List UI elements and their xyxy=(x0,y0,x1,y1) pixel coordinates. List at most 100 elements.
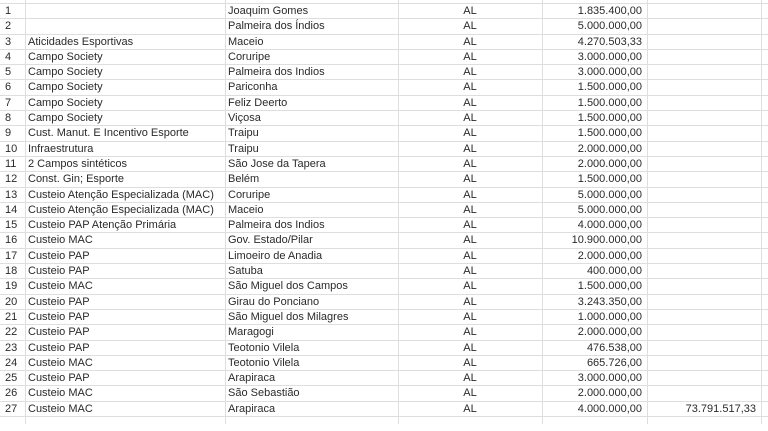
cell-value[interactable]: 2.000.000,00 xyxy=(577,326,642,339)
cell-number[interactable]: 3 xyxy=(5,35,12,48)
cell-state[interactable]: AL xyxy=(463,142,477,155)
cell-total[interactable] xyxy=(647,4,761,18)
cell-description[interactable]: Custeio MAC xyxy=(28,387,93,400)
cell-description[interactable]: Custeio MAC xyxy=(28,280,93,293)
cell-state[interactable]: AL xyxy=(463,5,477,17)
cell-city[interactable]: Feliz Deerto xyxy=(228,96,288,109)
cell-description[interactable] xyxy=(25,4,225,18)
cell-value[interactable]: 2.000.000,00 xyxy=(577,249,642,262)
cell-value[interactable]: 1.500.000,00 xyxy=(577,112,642,125)
cell-value[interactable]: 3.000.000,00 xyxy=(577,372,642,385)
cell-state[interactable]: AL xyxy=(463,402,477,415)
cell-total[interactable] xyxy=(647,279,761,293)
cell-number[interactable]: 14 xyxy=(5,203,18,216)
cell-value[interactable]: 2.000.000,00 xyxy=(577,142,642,155)
cell-state[interactable]: AL xyxy=(463,96,477,109)
cell-description[interactable]: Infraestrutura xyxy=(28,142,94,155)
cell-value[interactable]: 400.000,00 xyxy=(586,265,642,278)
cell-city[interactable]: Belém xyxy=(228,173,260,186)
cell-state[interactable]: AL xyxy=(463,234,477,247)
cell-total[interactable] xyxy=(647,386,761,400)
cell-description[interactable]: Custeio MAC xyxy=(28,234,93,247)
cell-value[interactable]: 1.835.400,00 xyxy=(577,5,642,17)
cell-city[interactable]: Gov. Estado/Pilar xyxy=(228,234,313,247)
cell-description[interactable]: Custeio MAC xyxy=(28,356,93,369)
cell-city[interactable]: Limoeiro de Anadia xyxy=(228,249,323,262)
cell-description[interactable]: Const. Gin; Esporte xyxy=(28,173,124,186)
cell-number[interactable]: 4 xyxy=(5,50,12,63)
cell-total[interactable] xyxy=(647,203,761,217)
cell-description[interactable]: Cust. Manut. E Incentivo Esporte xyxy=(28,127,189,140)
cell-total[interactable] xyxy=(647,96,761,110)
cell-state[interactable]: AL xyxy=(463,66,477,79)
cell-number[interactable]: 6 xyxy=(5,81,12,94)
cell-number[interactable]: 10 xyxy=(5,142,18,155)
cell-value[interactable]: 665.726,00 xyxy=(586,356,642,369)
cell-value[interactable]: 476.538,00 xyxy=(586,341,642,354)
cell-city[interactable]: Traipu xyxy=(228,127,259,140)
cell-total[interactable] xyxy=(647,50,761,64)
cell-city[interactable]: Satuba xyxy=(228,265,263,278)
cell-total[interactable] xyxy=(647,19,761,33)
cell-state[interactable]: AL xyxy=(463,341,477,354)
cell-state[interactable]: AL xyxy=(463,295,477,308)
cell-description[interactable]: Custeio PAP xyxy=(28,295,90,308)
cell-number[interactable]: 1 xyxy=(5,5,12,17)
cell-city[interactable]: Palmeira dos Índios xyxy=(228,20,325,33)
cell-description[interactable]: Custeio PAP xyxy=(28,265,90,278)
cell-total[interactable] xyxy=(647,233,761,247)
cell-total[interactable] xyxy=(647,188,761,202)
cell-total[interactable] xyxy=(647,341,761,355)
cell-number[interactable]: 13 xyxy=(5,188,18,201)
cell-city[interactable]: Coruripe xyxy=(228,188,271,201)
cell-description[interactable]: Custeio Atenção Especializada (MAC) xyxy=(28,203,214,216)
cell-state[interactable]: AL xyxy=(463,310,477,323)
cell-value[interactable]: 10.900.000,00 xyxy=(571,234,642,247)
cell-value[interactable]: 1.500.000,00 xyxy=(577,127,642,140)
cell-value[interactable]: 1.500.000,00 xyxy=(577,173,642,186)
cell-state[interactable]: AL xyxy=(463,372,477,385)
cell-city[interactable]: São Sebastião xyxy=(228,387,300,400)
cell-state[interactable]: AL xyxy=(463,20,477,33)
cell-number[interactable]: 17 xyxy=(5,249,18,262)
cell-number[interactable]: 22 xyxy=(5,326,18,339)
cell-city[interactable]: Maceio xyxy=(228,35,264,48)
cell-city[interactable]: Traipu xyxy=(228,142,259,155)
cell-number[interactable]: 26 xyxy=(5,387,18,400)
cell-city[interactable]: Palmeira dos Indios xyxy=(228,66,325,79)
cell-description[interactable]: Custeio MAC xyxy=(28,402,93,415)
cell-total[interactable] xyxy=(647,295,761,309)
cell-value[interactable]: 5.000.000,00 xyxy=(577,20,642,33)
cell-number[interactable]: 19 xyxy=(5,280,18,293)
cell-description[interactable]: Custeio PAP xyxy=(28,372,90,385)
cell-city[interactable]: Palmeira dos Indios xyxy=(228,219,325,232)
cell-city[interactable]: São Jose da Tapera xyxy=(228,157,326,170)
cell-description[interactable]: 2 Campos sintéticos xyxy=(28,157,128,170)
cell-city[interactable]: Girau do Ponciano xyxy=(228,295,320,308)
cell-state[interactable]: AL xyxy=(463,127,477,140)
cell-description[interactable]: Campo Society xyxy=(28,50,103,63)
cell-city[interactable]: Teotonio Vilela xyxy=(228,356,300,369)
cell-state[interactable]: AL xyxy=(463,219,477,232)
cell-state[interactable]: AL xyxy=(463,188,477,201)
cell-city[interactable]: Joaquim Gomes xyxy=(228,5,309,17)
cell-city[interactable]: Coruripe xyxy=(228,50,271,63)
cell-number[interactable]: 7 xyxy=(5,96,12,109)
cell-total[interactable] xyxy=(647,111,761,125)
cell-state[interactable]: AL xyxy=(463,112,477,125)
cell-number[interactable]: 24 xyxy=(5,356,18,369)
cell-value[interactable]: 1.500.000,00 xyxy=(577,280,642,293)
cell-value[interactable]: 5.000.000,00 xyxy=(577,188,642,201)
cell-total[interactable] xyxy=(647,356,761,370)
cell-value[interactable]: 3.000.000,00 xyxy=(577,50,642,63)
cell-description[interactable]: Aticidades Esportivas xyxy=(28,35,134,48)
cell-city[interactable]: Pariconha xyxy=(228,81,278,94)
cell-number[interactable]: 16 xyxy=(5,234,18,247)
cell-state[interactable]: AL xyxy=(463,35,477,48)
cell-total[interactable] xyxy=(647,157,761,171)
cell-description[interactable]: Campo Society xyxy=(28,66,103,79)
cell-city[interactable]: São Miguel dos Campos xyxy=(228,280,348,293)
cell-number[interactable]: 2 xyxy=(5,20,12,33)
cell-number[interactable]: 21 xyxy=(5,310,18,323)
cell-value[interactable]: 3.243.350,00 xyxy=(577,295,642,308)
